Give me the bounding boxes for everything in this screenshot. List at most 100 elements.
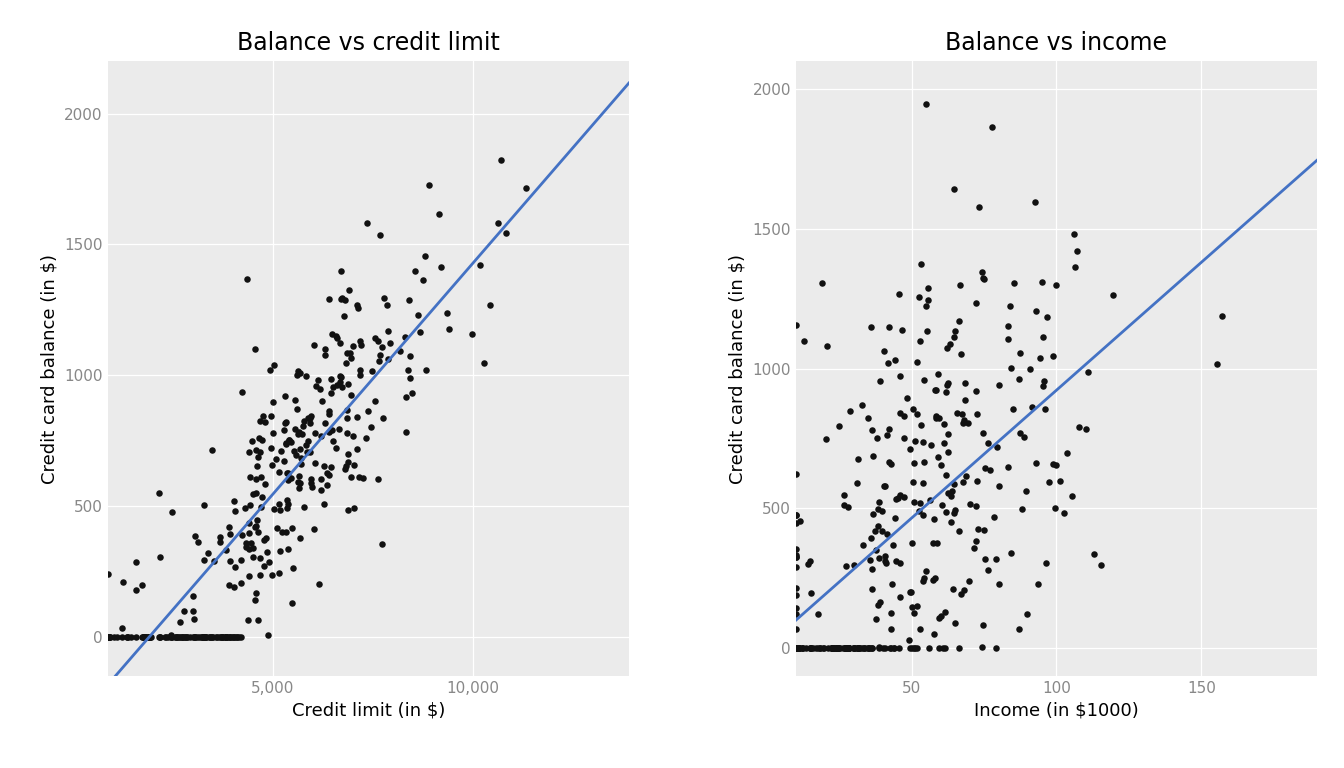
- Point: [97, 631, 118, 643]
- Point: [372, 412, 394, 424]
- Point: [1000, 300, 1021, 312]
- Point: [206, 631, 227, 643]
- Point: [785, 642, 806, 654]
- Point: [933, 418, 954, 430]
- Point: [878, 357, 899, 369]
- Point: [888, 557, 910, 569]
- Point: [331, 265, 352, 277]
- Point: [194, 498, 215, 511]
- Point: [997, 333, 1019, 345]
- Point: [313, 459, 335, 472]
- Point: [839, 405, 860, 417]
- Point: [793, 335, 814, 347]
- Point: [215, 631, 237, 643]
- Point: [898, 634, 919, 646]
- Point: [843, 559, 864, 571]
- Point: [864, 525, 886, 538]
- Point: [839, 642, 860, 654]
- Point: [852, 642, 874, 654]
- Point: [277, 474, 298, 486]
- Point: [800, 642, 821, 654]
- Point: [910, 623, 931, 635]
- Point: [785, 561, 806, 573]
- Point: [281, 521, 302, 534]
- Point: [149, 551, 171, 564]
- Point: [874, 480, 895, 492]
- Point: [125, 631, 146, 643]
- Point: [212, 631, 234, 643]
- Point: [962, 542, 984, 554]
- Point: [321, 424, 343, 436]
- Point: [149, 631, 171, 643]
- Point: [984, 511, 1005, 523]
- Point: [97, 631, 118, 643]
- Point: [785, 642, 806, 654]
- Point: [828, 642, 849, 654]
- Point: [935, 386, 957, 398]
- Point: [862, 642, 883, 654]
- Point: [253, 535, 274, 547]
- Point: [949, 279, 970, 291]
- Point: [246, 443, 267, 455]
- Point: [215, 631, 237, 643]
- Point: [395, 426, 417, 439]
- Point: [241, 536, 262, 548]
- Point: [289, 470, 310, 482]
- X-axis label: Credit limit (in $): Credit limit (in $): [292, 701, 445, 720]
- Point: [966, 475, 988, 487]
- Point: [269, 545, 290, 558]
- Point: [828, 642, 849, 654]
- Point: [1032, 379, 1054, 392]
- Point: [827, 642, 848, 654]
- Point: [438, 323, 460, 336]
- Point: [305, 427, 327, 439]
- Point: [185, 631, 207, 643]
- Point: [953, 584, 974, 597]
- Point: [245, 520, 266, 532]
- Point: [237, 614, 258, 627]
- Point: [919, 494, 941, 506]
- Point: [792, 642, 813, 654]
- Point: [1000, 362, 1021, 374]
- Point: [249, 432, 270, 444]
- Point: [296, 439, 317, 451]
- Point: [224, 561, 246, 574]
- Point: [194, 631, 215, 643]
- Point: [148, 487, 169, 499]
- Point: [192, 631, 214, 643]
- Point: [785, 642, 806, 654]
- Point: [270, 445, 292, 457]
- Point: [333, 310, 355, 323]
- Point: [296, 369, 317, 382]
- Point: [296, 446, 317, 458]
- Point: [880, 642, 902, 654]
- Point: [168, 631, 190, 643]
- Point: [329, 370, 351, 382]
- Point: [1064, 260, 1086, 273]
- Point: [874, 642, 895, 654]
- Point: [337, 378, 359, 390]
- Point: [281, 435, 302, 448]
- Point: [273, 424, 294, 436]
- Point: [305, 379, 327, 392]
- Point: [867, 520, 888, 532]
- Point: [247, 614, 269, 627]
- Point: [103, 631, 125, 643]
- Point: [902, 537, 923, 549]
- Point: [785, 607, 806, 620]
- Point: [903, 496, 925, 508]
- Point: [800, 642, 821, 654]
- Point: [261, 442, 282, 455]
- Point: [827, 642, 848, 654]
- Point: [906, 600, 927, 612]
- Point: [925, 384, 946, 396]
- Point: [402, 386, 423, 399]
- Point: [785, 642, 806, 654]
- Point: [824, 642, 845, 654]
- Point: [301, 410, 323, 422]
- Point: [1034, 375, 1055, 387]
- Point: [173, 604, 195, 617]
- Point: [259, 364, 281, 376]
- Point: [968, 200, 989, 213]
- Point: [913, 477, 934, 489]
